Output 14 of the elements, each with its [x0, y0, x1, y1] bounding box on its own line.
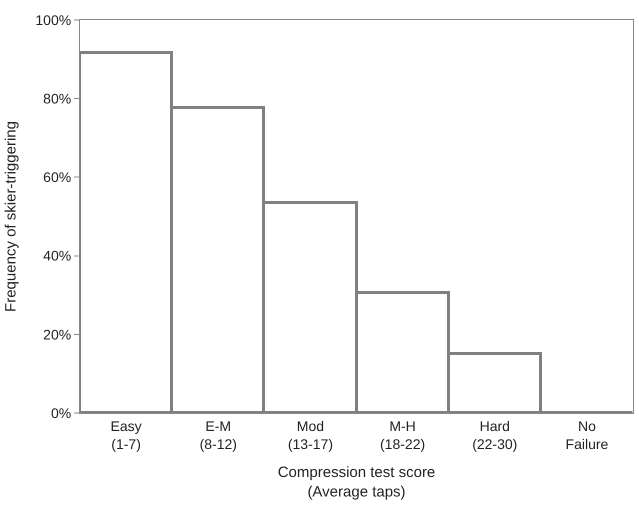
x-tick-label: Mod (13-17)	[288, 418, 333, 452]
y-tick-label: 60%	[43, 169, 72, 186]
y-axis-title: Frequency of skier-triggering	[2, 121, 20, 312]
y-tick-label: 80%	[43, 90, 72, 106]
x-tick-label: Hard (22-30)	[472, 418, 518, 452]
y-tick-label: 0%	[50, 404, 72, 421]
x-tick-label: No Failure	[566, 418, 609, 452]
y-tick-label: 20%	[43, 326, 72, 342]
x-tick-label: Easy (1-7)	[110, 418, 142, 452]
x-tick-label: E-M (8-12)	[200, 418, 237, 452]
y-tick-label: 40%	[43, 248, 72, 264]
x-tick-label: M-H (18-22)	[380, 418, 426, 452]
y-tick-label: 100%	[35, 12, 72, 28]
x-axis-title: Compression test score (Average taps)	[278, 464, 436, 500]
